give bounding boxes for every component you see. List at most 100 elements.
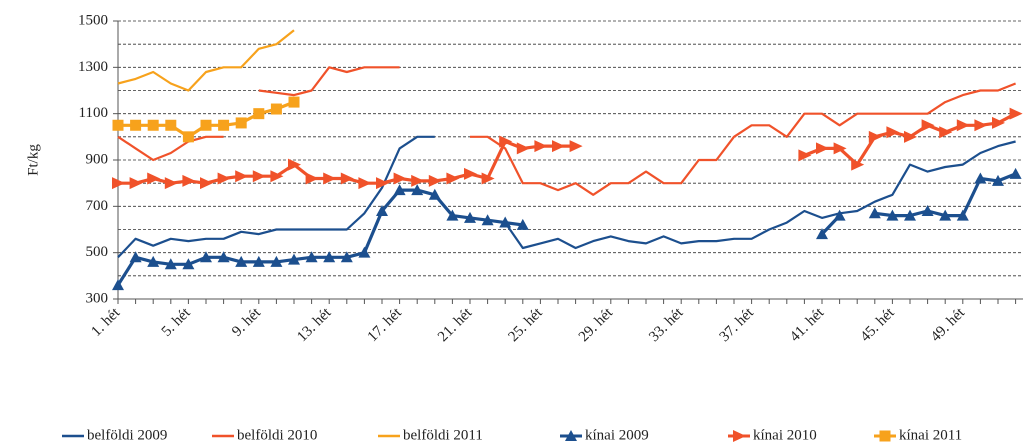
y-tick-label: 1500 xyxy=(78,12,108,28)
x-tick-label: 37. hét xyxy=(717,304,758,345)
y-tick-label: 1100 xyxy=(79,105,108,121)
marker xyxy=(446,172,460,185)
marker xyxy=(217,172,231,185)
marker xyxy=(376,204,388,216)
x-tick-label: 17. hét xyxy=(365,304,406,345)
marker xyxy=(534,140,548,153)
marker xyxy=(904,209,916,221)
y-axis-label: Ft/kg xyxy=(25,144,41,176)
marker xyxy=(218,119,230,131)
marker xyxy=(956,119,970,132)
marker xyxy=(112,177,125,190)
legend-label: belföldi 2011 xyxy=(403,427,483,443)
legend-label: kínai 2010 xyxy=(753,427,817,443)
series-line xyxy=(117,135,1016,259)
marker xyxy=(129,251,142,263)
marker xyxy=(393,172,407,185)
marker xyxy=(235,170,249,183)
legend-item: belföldi 2010 xyxy=(212,427,317,443)
x-tick-label: 41. hét xyxy=(787,304,828,345)
marker xyxy=(200,119,212,131)
series-line xyxy=(118,112,1017,185)
marker xyxy=(428,188,441,200)
marker xyxy=(200,177,213,190)
marker xyxy=(516,218,529,230)
marker xyxy=(1009,167,1022,179)
marker xyxy=(411,174,425,187)
marker xyxy=(323,251,336,263)
legend-item: belföldi 2009 xyxy=(62,427,167,443)
marker xyxy=(358,246,371,258)
marker xyxy=(305,172,319,185)
marker xyxy=(464,167,477,180)
marker xyxy=(235,255,248,267)
marker xyxy=(270,255,283,267)
marker xyxy=(252,255,265,267)
y-tick-label: 500 xyxy=(86,244,109,260)
legend-item: kínai 2009 xyxy=(560,427,649,443)
marker xyxy=(833,142,847,155)
x-tick-label: 33. hét xyxy=(646,304,687,345)
series-line xyxy=(117,29,295,92)
x-tick-label: 29. hét xyxy=(576,304,617,345)
marker xyxy=(868,207,881,219)
marker xyxy=(939,126,953,139)
marker xyxy=(200,251,212,263)
y-tick-label: 300 xyxy=(86,290,109,306)
marker xyxy=(428,174,442,187)
marker xyxy=(129,177,143,190)
marker xyxy=(886,126,900,139)
x-tick-label: 25. hét xyxy=(505,304,546,345)
marker xyxy=(974,119,988,132)
marker xyxy=(464,211,476,223)
marker xyxy=(565,430,577,441)
x-tick-label: 13. hét xyxy=(294,304,335,345)
legend-item: belföldi 2011 xyxy=(378,427,483,443)
marker xyxy=(112,119,124,131)
marker xyxy=(340,172,354,185)
marker xyxy=(112,279,124,291)
marker xyxy=(147,255,160,267)
marker xyxy=(182,174,196,187)
marker xyxy=(921,119,935,132)
marker xyxy=(270,170,284,183)
legend-label: kínai 2011 xyxy=(899,427,962,443)
marker xyxy=(868,130,882,143)
y-tick-label: 1300 xyxy=(78,59,108,75)
series-line xyxy=(117,66,1017,196)
legend-label: kínai 2009 xyxy=(585,427,649,443)
x-tick-label: 5. hét xyxy=(159,304,194,339)
marker xyxy=(816,228,828,240)
marker xyxy=(446,209,459,221)
marker xyxy=(182,258,195,270)
marker xyxy=(288,158,301,171)
marker xyxy=(147,119,159,131)
y-tick-label: 900 xyxy=(86,151,109,167)
marker xyxy=(323,172,337,185)
marker xyxy=(253,108,265,120)
marker xyxy=(252,170,266,183)
marker xyxy=(974,172,987,184)
marker xyxy=(1009,107,1023,120)
legend-item: kínai 2011 xyxy=(874,427,962,443)
x-tick-label: 9. hét xyxy=(229,304,264,339)
marker xyxy=(798,149,812,162)
marker xyxy=(481,214,494,226)
legend-label: belföldi 2010 xyxy=(237,427,317,443)
x-tick-label: 1. hét xyxy=(88,304,123,339)
marker xyxy=(147,172,161,185)
marker xyxy=(956,209,969,221)
marker xyxy=(164,177,178,190)
marker xyxy=(569,140,583,153)
marker xyxy=(358,177,372,190)
x-tick-label: 21. hét xyxy=(435,304,476,345)
marker xyxy=(217,251,230,263)
marker xyxy=(921,204,934,216)
marker xyxy=(182,131,194,143)
marker xyxy=(165,119,177,131)
x-tick-label: 45. hét xyxy=(857,304,898,345)
marker xyxy=(516,142,530,155)
marker xyxy=(235,117,247,129)
marker xyxy=(904,130,917,143)
